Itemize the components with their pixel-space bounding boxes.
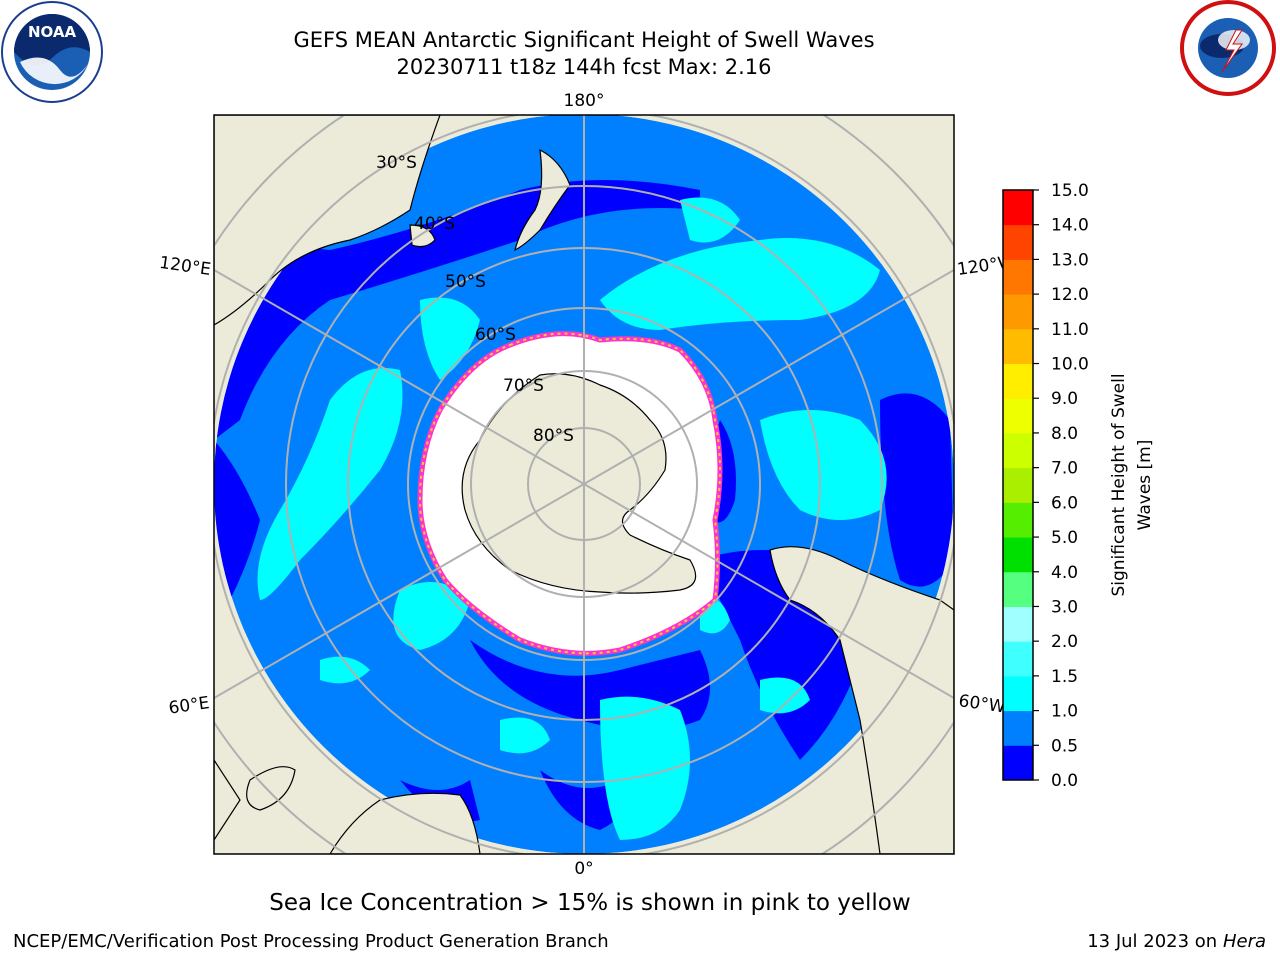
colorbar-frame bbox=[1002, 189, 1034, 781]
footer-date: 13 Jul 2023 on Hera bbox=[1087, 931, 1266, 952]
colorbar-segment bbox=[1003, 571, 1033, 607]
graticule bbox=[214, 115, 954, 854]
footer-host: Hera bbox=[1222, 931, 1266, 952]
colorbar-segment bbox=[1003, 502, 1033, 538]
colorbar-segment bbox=[1003, 745, 1033, 781]
colorbar-tick-label: 12.0 bbox=[1051, 285, 1089, 305]
colorbar-segment bbox=[1003, 710, 1033, 746]
colorbar-segment bbox=[1003, 675, 1033, 712]
colorbar-tick-label: 1.5 bbox=[1051, 667, 1078, 687]
lon-label-180: 180° bbox=[564, 91, 605, 111]
colorbar-tick-label: 11.0 bbox=[1051, 320, 1089, 340]
colorbar-segment bbox=[1003, 190, 1033, 226]
colorbar-tick-label: 9.0 bbox=[1051, 389, 1078, 409]
colorbar-label-line1: Significant Height of Swell bbox=[1109, 373, 1129, 596]
map-frame bbox=[213, 114, 955, 855]
lat-label-50s: 50°S bbox=[445, 272, 486, 292]
nws-logo bbox=[1180, 0, 1276, 96]
colorbar-tick-label: 13.0 bbox=[1051, 250, 1089, 270]
colorbar-tick-label: 15.0 bbox=[1051, 181, 1089, 201]
colorbar-segment bbox=[1003, 432, 1033, 469]
colorbar-tick-label: 4.0 bbox=[1051, 563, 1078, 583]
colorbar-segment bbox=[1003, 606, 1033, 642]
colorbar-tick-label: 6.0 bbox=[1051, 493, 1078, 513]
noaa-logo: NOAA bbox=[1, 1, 103, 103]
lon-label-60e: 60°E bbox=[167, 693, 210, 718]
colorbar-label-line2: Waves [m] bbox=[1135, 440, 1155, 531]
colorbar-segment bbox=[1003, 328, 1033, 365]
lon-label-60w: 60°W bbox=[957, 691, 1006, 717]
sea-ice-edge-yellow bbox=[418, 332, 721, 655]
colorbar-tick-label: 1.0 bbox=[1051, 702, 1078, 722]
lat-label-70s: 70°S bbox=[503, 376, 544, 396]
colorbar-segment bbox=[1003, 537, 1033, 573]
colorbar-segment bbox=[1003, 259, 1033, 295]
noaa-logo-text: NOAA bbox=[28, 23, 77, 41]
lat-label-80s: 80°S bbox=[533, 426, 574, 446]
colorbar-tick-label: 0.5 bbox=[1051, 736, 1078, 756]
colorbar-tick-label: 3.0 bbox=[1051, 597, 1078, 617]
colorbar-tick-label: 14.0 bbox=[1051, 216, 1089, 236]
colorbar-tick-label: 5.0 bbox=[1051, 528, 1078, 548]
sea-ice-footnote: Sea Ice Concentration > 15% is shown in … bbox=[269, 890, 911, 916]
colorbar-segment bbox=[1003, 294, 1033, 330]
ocean-swell-10-15 bbox=[257, 197, 887, 840]
footer-branch: NCEP/EMC/Verification Post Processing Pr… bbox=[13, 931, 609, 952]
colorbar-segment bbox=[1003, 467, 1033, 503]
colorbar-tick-label: 10.0 bbox=[1051, 355, 1089, 375]
lon-label-0: 0° bbox=[574, 859, 593, 879]
lat-label-40s: 40°S bbox=[414, 214, 455, 234]
colorbar-tick-label: 0.0 bbox=[1051, 771, 1078, 791]
lat-label-30s: 30°S bbox=[376, 153, 417, 173]
lat-label-60s: 60°S bbox=[475, 325, 516, 345]
chart-title: GEFS MEAN Antarctic Significant Height o… bbox=[293, 28, 875, 52]
colorbar-segment bbox=[1003, 224, 1033, 260]
chart-subtitle: 20230711 t18z 144h fcst Max: 2.16 bbox=[396, 55, 772, 79]
colorbar-segment bbox=[1003, 363, 1033, 399]
antarctica bbox=[461, 373, 697, 594]
colorbar-segment bbox=[1003, 641, 1033, 677]
lon-label-120e: 120°E bbox=[158, 253, 212, 280]
colorbar-tick-label: 7.0 bbox=[1051, 459, 1078, 479]
colorbar: 0.0 0.5 1.0 1.5 2.0 3.0 4.0 5.0 6.0 7.0 8.0 9.0 10.0… bbox=[1002, 181, 1089, 791]
colorbar-segment bbox=[1003, 398, 1033, 434]
colorbar-tick-label: 8.0 bbox=[1051, 424, 1078, 444]
colorbar-tick-label: 2.0 bbox=[1051, 632, 1078, 652]
footer-date-text: 13 Jul 2023 on bbox=[1087, 931, 1223, 952]
